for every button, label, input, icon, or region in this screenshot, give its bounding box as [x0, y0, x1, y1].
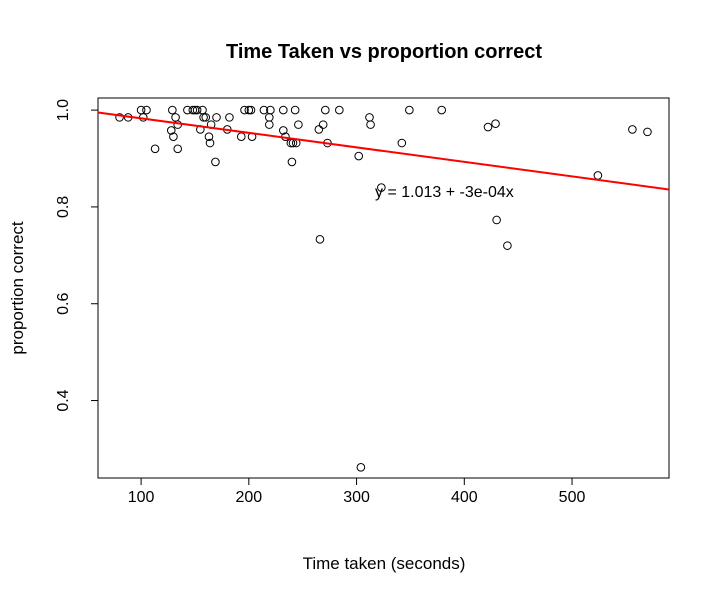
data-point	[397, 138, 407, 148]
data-point	[643, 127, 652, 137]
data-point	[168, 105, 177, 115]
y-tick-label: 0.6	[55, 293, 72, 315]
x-tick-label: 200	[235, 489, 262, 506]
data-point	[265, 113, 274, 122]
data-point	[198, 105, 207, 115]
data-point	[142, 105, 151, 115]
data-point	[593, 171, 603, 180]
data-point	[365, 113, 374, 122]
data-point	[279, 105, 288, 115]
x-axis-label: Time taken (seconds)	[303, 554, 466, 573]
data-point	[166, 126, 176, 135]
data-point	[150, 144, 160, 154]
data-point	[201, 113, 211, 122]
x-axis: 100 200 300 400 500	[128, 477, 586, 506]
data-point	[212, 113, 221, 122]
data-point	[315, 235, 325, 244]
y-tick-label: 0.4	[55, 389, 72, 411]
chart-title: Time Taken vs proportion correct	[226, 41, 542, 63]
data-point	[204, 132, 214, 142]
data-point	[259, 105, 269, 115]
data-point	[205, 138, 215, 148]
data-point	[225, 113, 234, 122]
y-tick-label: 1.0	[55, 99, 72, 121]
data-point	[236, 132, 246, 142]
regression-line	[98, 111, 669, 191]
data-point	[169, 132, 178, 142]
x-tick-label: 500	[559, 489, 586, 506]
data-point	[356, 463, 366, 472]
data-point	[290, 105, 300, 115]
data-point	[192, 105, 202, 115]
y-tick-label: 0.8	[55, 196, 72, 218]
data-point	[503, 241, 512, 250]
y-axis-label: proportion correct	[8, 221, 27, 355]
data-point	[244, 105, 254, 115]
data-point	[294, 120, 303, 129]
x-tick-label: 300	[343, 489, 370, 506]
data-point	[366, 120, 375, 129]
data-point	[492, 215, 501, 225]
plot-frame	[97, 97, 670, 479]
data-point	[279, 126, 288, 135]
data-point	[287, 157, 297, 167]
data-point	[405, 105, 414, 115]
data-point	[321, 105, 330, 115]
data-point	[115, 113, 124, 122]
data-point	[437, 105, 446, 115]
data-point	[266, 105, 275, 115]
data-point	[354, 151, 364, 161]
regression-equation: y = 1.013 + -3e-04x	[375, 184, 514, 201]
data-points	[115, 105, 652, 472]
data-point	[173, 144, 183, 154]
x-tick-label: 100	[128, 489, 155, 506]
data-point	[483, 122, 493, 132]
data-point	[240, 105, 249, 115]
y-axis: 0.4 0.6 0.8 1.0	[55, 99, 99, 412]
data-point	[199, 113, 208, 122]
data-point	[628, 125, 637, 134]
data-point	[265, 120, 274, 129]
data-point	[171, 113, 180, 122]
data-point	[335, 105, 344, 115]
data-point	[377, 183, 386, 192]
x-tick-label: 400	[451, 489, 478, 506]
data-point	[314, 125, 324, 134]
data-point	[211, 157, 220, 167]
data-point	[318, 120, 328, 129]
data-point	[491, 119, 500, 128]
data-point	[246, 105, 256, 115]
data-point	[188, 105, 198, 115]
